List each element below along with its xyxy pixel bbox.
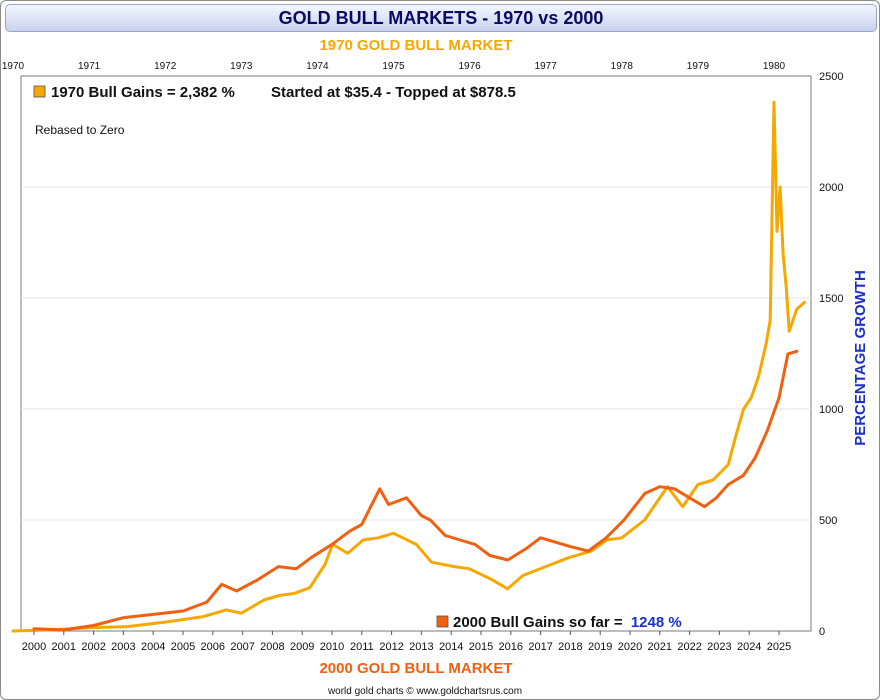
bottom-tick-label: 2025 <box>767 641 791 653</box>
bottom-tick-label: 2001 <box>52 641 76 653</box>
rebased-note: Rebased to Zero <box>35 123 125 137</box>
bottom-axis-title: 2000 GOLD BULL MARKET <box>319 660 512 677</box>
plot-area <box>20 75 812 632</box>
y-tick-label: 0 <box>819 626 825 638</box>
bottom-tick-label: 2012 <box>379 641 403 653</box>
bottom-tick-label: 2006 <box>201 641 225 653</box>
y-tick-label: 1500 <box>819 293 843 305</box>
bottom-tick-label: 2020 <box>618 641 642 653</box>
bottom-tick-label: 2000 <box>22 641 46 653</box>
legend-2000-label: 2000 Bull Gains so far = <box>453 614 627 631</box>
bottom-tick-label: 2007 <box>230 641 254 653</box>
bottom-tick-label: 2022 <box>677 641 701 653</box>
top-tick-label: 1978 <box>611 61 634 72</box>
top-tick-label: 1973 <box>230 61 253 72</box>
top-tick-label: 1976 <box>458 61 481 72</box>
y-tick-label: 500 <box>819 515 837 527</box>
bottom-tick-label: 2023 <box>707 641 731 653</box>
series-1970-line <box>11 100 806 633</box>
bottom-tick-label: 2004 <box>141 641 165 653</box>
footer-credit: world gold charts © www.goldchartsrus.co… <box>327 686 522 697</box>
legend-1970-label: 1970 Bull Gains = 2,382 % <box>51 84 235 101</box>
bottom-tick-label: 2016 <box>499 641 523 653</box>
legend-2000-value: 1248 % <box>631 614 682 631</box>
bottom-tick-label: 2024 <box>737 641 761 653</box>
top-axis-ticks: 1970 1971 1972 1973 1974 1975 1976 1977 1978 1979… <box>2 61 786 72</box>
right-axis-ticks: 0 500 1000 1500 2000 2500 <box>819 71 843 638</box>
legend-1970-swatch <box>33 85 46 98</box>
grid-lines <box>21 186 811 521</box>
top-axis-title: 1970 GOLD BULL MARKET <box>319 37 512 54</box>
bottom-tick-label: 2005 <box>171 641 195 653</box>
top-tick-label: 1974 <box>306 61 329 72</box>
top-tick-label: 1970 <box>2 61 25 72</box>
bottom-tick-label: 2017 <box>528 641 552 653</box>
bottom-tick-label: 2014 <box>439 641 463 653</box>
bottom-axis-ticks: 2000 2001 2002 2003 2004 2005 2006 2007 2008 2009… <box>22 631 791 653</box>
svg-text:2000 Bull Gains so far = 1248: 2000 Bull Gains so far = 1248 % <box>453 614 682 631</box>
legend-2000-swatch <box>436 615 449 628</box>
y-tick-label: 2000 <box>819 182 843 194</box>
top-tick-label: 1980 <box>763 61 786 72</box>
top-tick-label: 1971 <box>78 61 101 72</box>
top-tick-label: 1972 <box>154 61 177 72</box>
series-2000-line <box>32 349 799 632</box>
bottom-tick-label: 2008 <box>260 641 284 653</box>
chart-title: GOLD BULL MARKETS - 1970 vs 2000 <box>5 4 877 32</box>
bottom-tick-label: 2003 <box>111 641 135 653</box>
top-tick-label: 1979 <box>687 61 710 72</box>
bottom-tick-label: 2021 <box>648 641 672 653</box>
bottom-tick-label: 2002 <box>81 641 105 653</box>
bottom-tick-label: 2018 <box>558 641 582 653</box>
legend-1970-extra: Started at $35.4 - Topped at $878.5 <box>271 84 516 101</box>
top-tick-label: 1977 <box>535 61 558 72</box>
gold-bull-chart: 1970 GOLD BULL MARKET 1970 1971 1972 1973 19… <box>2 37 869 697</box>
bottom-tick-label: 2010 <box>320 641 344 653</box>
series-lines <box>11 100 806 633</box>
top-tick-label: 1975 <box>382 61 405 72</box>
y-axis-label: PERCENTAGE GROWTH <box>852 270 869 446</box>
bottom-tick-label: 2015 <box>469 641 493 653</box>
bottom-tick-label: 2019 <box>588 641 612 653</box>
bottom-tick-label: 2009 <box>290 641 314 653</box>
bottom-tick-label: 2011 <box>350 641 374 653</box>
y-tick-label: 2500 <box>819 71 843 83</box>
bottom-tick-label: 2013 <box>409 641 433 653</box>
y-tick-label: 1000 <box>819 404 843 416</box>
